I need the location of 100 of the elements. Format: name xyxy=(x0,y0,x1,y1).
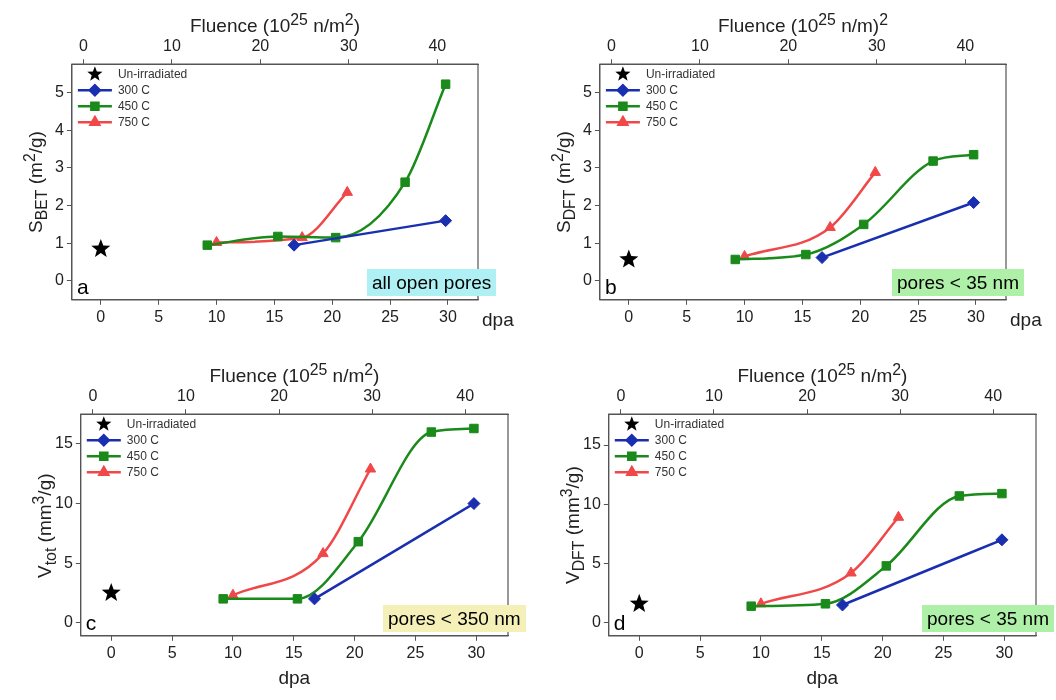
y-tick-label: 1 xyxy=(54,233,64,251)
y-tick-label: 1 xyxy=(582,233,592,251)
y-tick-label: 0 xyxy=(54,271,64,289)
x-tick-label: 10 xyxy=(207,307,226,325)
y-tick-label: 3 xyxy=(582,158,592,176)
x-tick-label: 20 xyxy=(873,643,892,661)
x2-tick-label: 10 xyxy=(705,387,723,405)
legend-label: 750 C xyxy=(117,114,151,129)
x-tick-label: 20 xyxy=(345,643,364,661)
annotation: pores < 350 nm xyxy=(383,604,526,632)
point xyxy=(881,561,892,571)
x-tick-label: 20 xyxy=(323,307,342,325)
point xyxy=(101,582,121,601)
x2-tick-label: 30 xyxy=(891,387,910,405)
x2-axis-title: Fluence (10$^{25}$ n/m$^{2}$) xyxy=(737,361,908,387)
point xyxy=(202,240,213,250)
y-tick-label: 0 xyxy=(591,613,601,631)
legend-label: 450 C xyxy=(645,98,679,113)
x-tick-label: 15 xyxy=(793,307,812,325)
x-tick-label: 25 xyxy=(406,643,425,661)
point xyxy=(469,423,479,434)
point xyxy=(440,79,451,89)
annotation: pores < 35 nm xyxy=(922,604,1054,632)
x-tick-label: 30 xyxy=(995,643,1014,661)
legend-label: 450 C xyxy=(126,448,160,463)
point xyxy=(967,196,981,210)
x-tick-label: 30 xyxy=(439,307,457,325)
y-tick-label: 5 xyxy=(591,553,601,571)
point xyxy=(997,488,1007,499)
x-tick-label: 5 xyxy=(682,307,692,325)
x2-tick-label: 40 xyxy=(984,387,1003,405)
x-tick-label: 25 xyxy=(381,307,400,325)
y-tick-label: 0 xyxy=(63,613,73,631)
x2-tick-label: 40 xyxy=(428,37,447,55)
x-tick-label: 15 xyxy=(812,643,831,661)
point xyxy=(835,598,849,612)
x-tick-label: 25 xyxy=(934,643,953,661)
point xyxy=(218,594,228,604)
y-tick-label: 3 xyxy=(54,158,64,176)
y-tick-label: 5 xyxy=(54,82,64,100)
point xyxy=(730,254,741,265)
x-axis-title: dpa xyxy=(806,666,839,688)
legend-label: 300 C xyxy=(645,82,679,97)
y-tick-label: 2 xyxy=(582,195,592,213)
legend-label: Un-irradiated xyxy=(117,66,188,81)
point xyxy=(227,588,239,599)
point xyxy=(820,599,831,609)
legend-label: 750 C xyxy=(126,464,160,479)
x-tick-label: 5 xyxy=(695,643,705,661)
x2-tick-label: 20 xyxy=(270,387,289,405)
point xyxy=(845,566,857,577)
y-tick-label: 4 xyxy=(582,120,592,138)
x-tick-label: 0 xyxy=(106,643,116,661)
point xyxy=(341,185,353,196)
legend-label: 750 C xyxy=(654,464,688,479)
x-tick-label: 30 xyxy=(967,307,985,325)
x2-axis-title: Fluence (10$^{25}$ n/m)$^{2}$ xyxy=(717,11,888,37)
point xyxy=(364,462,377,473)
legend-label: 750 C xyxy=(645,114,679,129)
x-axis-title: dpa xyxy=(482,308,514,330)
y-tick-label: 15 xyxy=(583,435,601,453)
x2-tick-label: 10 xyxy=(177,387,195,405)
point xyxy=(629,593,649,612)
x-tick-label: 5 xyxy=(167,643,177,661)
x-tick-label: 15 xyxy=(265,307,284,325)
legend-label: 300 C xyxy=(654,432,688,447)
x-tick-label: 0 xyxy=(96,307,106,325)
legend-label: Un-irradiated xyxy=(654,416,725,431)
point xyxy=(858,219,869,230)
point xyxy=(292,594,303,604)
annotation: all open pores xyxy=(367,268,497,296)
annotation: b xyxy=(604,274,617,298)
x2-tick-label: 30 xyxy=(339,37,358,55)
annotation: a xyxy=(76,274,89,298)
x2-tick-label: 10 xyxy=(162,37,181,55)
point xyxy=(353,536,364,547)
point xyxy=(426,427,437,437)
y-tick-label: 4 xyxy=(54,120,64,138)
legend-label: 300 C xyxy=(126,432,160,447)
point xyxy=(467,497,481,511)
x2-tick-label: 0 xyxy=(616,387,626,405)
point xyxy=(815,251,829,265)
point xyxy=(892,510,905,521)
x2-tick-label: 0 xyxy=(606,37,616,55)
x-axis-title: dpa xyxy=(1010,308,1042,330)
point xyxy=(273,231,283,242)
point xyxy=(287,238,301,252)
x-tick-label: 0 xyxy=(634,643,644,661)
point xyxy=(317,547,329,558)
point xyxy=(307,592,321,606)
legend-label: 300 C xyxy=(117,82,151,97)
y-tick-label: 5 xyxy=(582,82,592,100)
x2-tick-label: 0 xyxy=(88,387,98,405)
point xyxy=(619,249,639,268)
x2-tick-label: 0 xyxy=(78,37,88,55)
x-tick-label: 15 xyxy=(284,643,303,661)
x2-tick-label: 20 xyxy=(779,37,798,55)
x-axis-title: dpa xyxy=(278,666,311,688)
x-tick-label: 10 xyxy=(735,307,754,325)
y-tick-label: 15 xyxy=(55,434,73,452)
